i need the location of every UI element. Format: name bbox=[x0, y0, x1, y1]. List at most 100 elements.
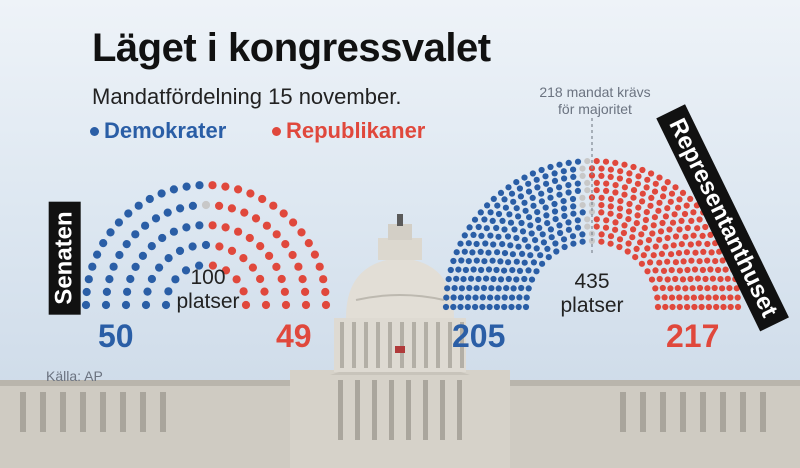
seat-dem bbox=[518, 219, 525, 227]
seat-rep bbox=[593, 179, 600, 186]
majority-note: 218 mandat krävs för majoritet bbox=[500, 84, 690, 118]
seat-rep bbox=[704, 240, 711, 248]
seat-dem bbox=[143, 287, 152, 296]
seat-rep bbox=[719, 285, 726, 292]
seat-dem bbox=[195, 221, 204, 230]
seat-dem bbox=[453, 275, 460, 282]
seat-dem bbox=[93, 250, 102, 259]
seat-dem bbox=[556, 191, 563, 198]
seat-dem bbox=[513, 205, 520, 212]
seat-rep bbox=[734, 294, 741, 301]
seat-dem bbox=[495, 233, 502, 240]
seat-dem bbox=[501, 303, 508, 311]
seat-rep bbox=[262, 221, 271, 230]
seat-dem bbox=[475, 223, 482, 231]
seat-dem bbox=[511, 226, 518, 233]
seat-dem bbox=[508, 190, 516, 197]
seat-dem bbox=[447, 266, 454, 274]
seat-dem bbox=[510, 285, 517, 292]
seat-rep bbox=[684, 224, 691, 232]
seat-rep bbox=[593, 187, 600, 194]
seat-dem bbox=[561, 212, 568, 220]
seat-dem bbox=[515, 213, 522, 220]
seat-rep bbox=[598, 231, 605, 238]
seat-dem bbox=[494, 202, 501, 209]
seat-dem bbox=[544, 245, 551, 252]
seat-dem bbox=[507, 219, 515, 226]
seat-dem bbox=[521, 199, 528, 206]
seat-dem bbox=[444, 285, 451, 292]
seat-dem bbox=[99, 239, 108, 248]
seat-dem bbox=[513, 258, 520, 265]
seat-dem bbox=[570, 173, 577, 180]
seat-dem bbox=[188, 242, 197, 251]
seat-rep bbox=[234, 185, 243, 194]
seat-rep bbox=[621, 184, 629, 191]
seat-rep bbox=[227, 246, 237, 255]
seat-rep bbox=[321, 287, 330, 297]
seat-rep bbox=[625, 208, 633, 215]
seat-dem bbox=[525, 285, 532, 292]
seat-undecided bbox=[201, 200, 211, 210]
seat-rep bbox=[280, 287, 289, 296]
seat-dem bbox=[552, 240, 559, 247]
seat-dem bbox=[556, 184, 563, 191]
seat-rep bbox=[620, 229, 628, 237]
seat-rep bbox=[617, 198, 624, 205]
seat-dem bbox=[528, 230, 535, 237]
seat-dem bbox=[569, 195, 577, 203]
seat-rep bbox=[221, 223, 230, 232]
seat-dem bbox=[574, 180, 581, 187]
seat-dem bbox=[546, 187, 554, 194]
seat-dem bbox=[574, 187, 582, 194]
seat-undecided bbox=[584, 158, 591, 165]
seat-dem bbox=[545, 254, 552, 261]
seat-rep bbox=[688, 217, 695, 224]
seat-rep bbox=[633, 220, 640, 227]
seat-dem bbox=[493, 266, 500, 274]
seat-dem bbox=[574, 224, 582, 231]
seat-dem bbox=[487, 294, 494, 301]
seat-dem bbox=[499, 217, 506, 224]
seat-rep bbox=[705, 303, 713, 311]
seat-dem bbox=[493, 224, 500, 232]
seat-dem bbox=[570, 203, 577, 210]
seat-rep bbox=[319, 275, 328, 284]
seat-dem bbox=[521, 259, 528, 266]
seat-rep bbox=[304, 239, 313, 248]
seat-dem bbox=[539, 260, 546, 267]
seat-dem bbox=[114, 218, 123, 227]
seat-dem bbox=[527, 222, 534, 229]
seat-rep bbox=[667, 198, 674, 205]
seat-dem bbox=[551, 200, 558, 208]
seat-dem bbox=[88, 262, 97, 271]
seat-rep bbox=[656, 259, 663, 266]
legend-dem-label: Demokrater bbox=[104, 118, 227, 143]
seat-rep bbox=[698, 303, 705, 311]
seat-rep bbox=[683, 249, 691, 256]
seat-dem bbox=[540, 239, 548, 246]
seat-dem bbox=[469, 249, 476, 256]
seat-dem bbox=[574, 158, 582, 165]
seat-dem bbox=[548, 234, 555, 241]
seat-dem bbox=[517, 193, 525, 200]
seat-rep bbox=[598, 172, 605, 179]
seat-rep bbox=[272, 230, 281, 239]
legend-dem-dot bbox=[90, 126, 99, 136]
seat-dem bbox=[551, 170, 558, 177]
seat-dem bbox=[519, 250, 526, 257]
seat-rep bbox=[588, 172, 596, 179]
seat-rep bbox=[644, 245, 651, 252]
seat-rep bbox=[617, 168, 624, 175]
seat-dem bbox=[483, 275, 490, 282]
seat-dem bbox=[478, 266, 485, 274]
seat-rep bbox=[696, 258, 703, 265]
seat-dem bbox=[480, 284, 488, 292]
seat-dem bbox=[579, 238, 586, 245]
seat-rep bbox=[656, 174, 663, 181]
seat-rep bbox=[656, 199, 663, 206]
seat-dem bbox=[163, 208, 172, 217]
capitol-center bbox=[290, 370, 510, 468]
seat-rep bbox=[612, 226, 619, 233]
seat-dem bbox=[516, 267, 524, 274]
